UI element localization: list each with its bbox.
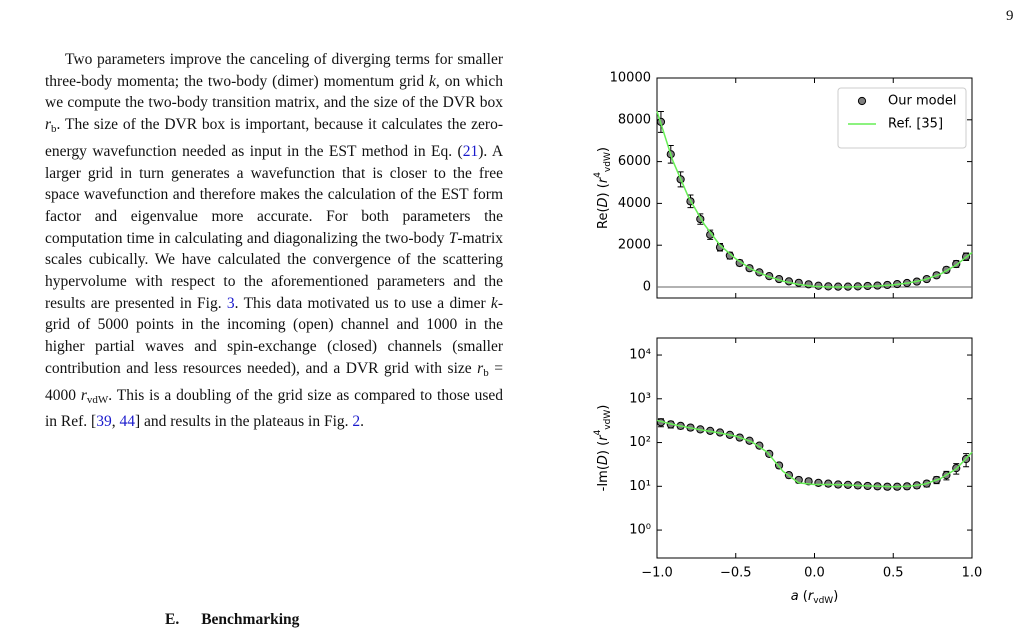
label-part: ) ( (596, 183, 611, 197)
label-part: 4 (593, 172, 603, 178)
text: -grid of 5000 points in the incoming (op… (45, 294, 503, 377)
page-number: 9 (1006, 8, 1014, 24)
legend-label: Ref. [35] (888, 117, 943, 132)
y-axis-label: Re(D) (r4vdW) (593, 147, 613, 229)
text: , (111, 413, 120, 431)
label-part: D (596, 197, 611, 207)
text: ). A larger grid in turn generates a wav… (45, 142, 504, 247)
y-tick-label: 10³ (629, 391, 651, 406)
label-part: ) (833, 589, 838, 604)
section-title: Benchmarking (201, 611, 300, 628)
reference-line (656, 111, 973, 288)
legend-swatch (857, 96, 867, 106)
section-heading: E. Benchmarking (165, 611, 299, 629)
legend-box (837, 87, 967, 149)
x-tick-label: 0.5 (883, 566, 904, 581)
data-point (715, 243, 725, 252)
link[interactable]: 44 (119, 413, 135, 431)
legend-label: Our model (888, 94, 956, 109)
y-tick-label: 10000 (610, 71, 651, 86)
math-sub: b (483, 366, 489, 379)
label-part: r (596, 434, 611, 441)
label-part: a (791, 589, 799, 604)
x-tick-label: 1.0 (962, 566, 983, 581)
label-part: vdW (813, 596, 833, 606)
label-part: r (808, 589, 815, 604)
link[interactable]: 39 (96, 413, 112, 431)
text: ] and results in the plateaus in Fig. (134, 413, 353, 431)
x-axis-label: a (rvdW) (791, 589, 839, 606)
label-part: vdW (603, 410, 613, 430)
data-point (804, 280, 813, 289)
y-tick-label: 10⁴ (629, 348, 651, 363)
math-sub: b (51, 123, 57, 136)
text: . This data motivated us to use a dimer (234, 294, 491, 312)
data-point (725, 251, 734, 260)
y-tick-label: 0 (643, 280, 651, 295)
x-tick-label: 0.0 (804, 566, 825, 581)
data-point (814, 478, 823, 487)
y-tick-label: 2000 (618, 238, 651, 253)
text: -matrix scales cubically. We have calcul… (45, 229, 503, 312)
text: Two parameters improve the canceling of … (45, 51, 503, 90)
x-tick-label: −0.5 (720, 566, 752, 581)
y-tick-label: 10² (629, 435, 651, 450)
label-part: ) (596, 405, 611, 410)
link[interactable]: 21 (462, 142, 479, 160)
y-tick-label: 4000 (618, 196, 651, 211)
text: = 4000 (45, 359, 503, 404)
text: . This is a doubling of the grid size as… (45, 386, 503, 431)
x-tick-label: −1.0 (641, 566, 673, 581)
text: . (360, 413, 365, 431)
y-tick-label: 10¹ (629, 479, 651, 494)
math: r (477, 359, 484, 377)
math: k (490, 294, 498, 312)
label-part: 4 (593, 429, 603, 435)
math: T (448, 229, 458, 247)
label-part: -Im( (596, 465, 611, 491)
label-part: ( (799, 589, 808, 604)
link[interactable]: 3 (226, 294, 235, 312)
label-part: r (596, 176, 611, 183)
label-part: ) (596, 147, 611, 152)
y-tick-label: 8000 (618, 112, 651, 127)
math-sub: vdW (86, 393, 109, 406)
math: k (429, 72, 436, 90)
label-part: ) ( (596, 441, 611, 455)
text: . The size of the DVR box is important, … (45, 116, 503, 160)
plot-frame (656, 337, 973, 559)
y-tick-label: 6000 (618, 154, 651, 169)
y-tick-label: 10⁰ (629, 523, 651, 538)
label-part: vdW (603, 152, 613, 172)
y-axis-label: -Im(D) (r4vdW) (593, 405, 613, 492)
text: , on which we compute the two-body trans… (45, 72, 503, 112)
label-part: Re( (596, 207, 611, 229)
reference-line (656, 419, 973, 488)
paragraph: Two parameters improve the canceling of … (45, 49, 503, 433)
link[interactable]: 2 (352, 413, 361, 431)
label-part: D (596, 455, 611, 465)
math: r (45, 116, 52, 134)
math: r (80, 386, 87, 404)
data-point (824, 479, 833, 488)
section-number: E. (165, 611, 180, 628)
